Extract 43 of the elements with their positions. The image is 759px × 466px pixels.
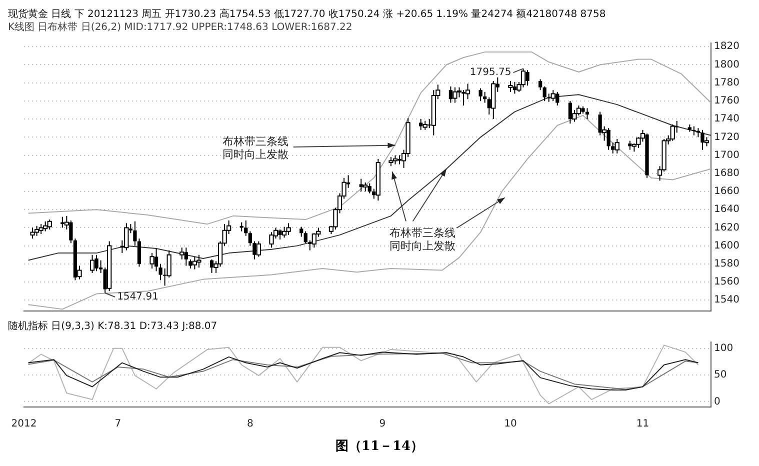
x-tick-label: 11 xyxy=(636,418,650,430)
y-tick-label: 1820 xyxy=(714,41,740,52)
y-tick-label: 1720 xyxy=(714,132,740,143)
candlestick xyxy=(304,230,308,244)
chart-title: 随机指标 日(9,3,3) K:78.31 D:73.43 J:88.07 xyxy=(8,320,218,333)
candlestick xyxy=(692,126,696,136)
y-tick-label: 1640 xyxy=(714,204,740,216)
candlestick xyxy=(542,86,546,102)
candlestick xyxy=(585,108,590,120)
annotation: 1547.91 xyxy=(117,292,158,303)
candlestick xyxy=(248,230,252,246)
annotation: 1795.75 xyxy=(470,67,512,78)
text: 图（11－14） xyxy=(334,438,425,455)
y-tick-label: 1800 xyxy=(714,59,740,70)
y-tick-label: 50 xyxy=(714,370,727,381)
x-tick-label: 9 xyxy=(379,418,386,430)
candlestick xyxy=(244,220,248,236)
x-tick-label: 8 xyxy=(246,418,254,430)
y-tick-label: 1680 xyxy=(714,168,740,179)
candlestick xyxy=(300,226,304,238)
candlestick xyxy=(98,260,103,274)
candlestick xyxy=(478,88,482,102)
y-tick-label: 1620 xyxy=(714,222,740,234)
chart-title: 现货黄金 日线 下 20121123 周五 开1730.23 高1754.53 低1727.70 收1750.24 涨 +20.65 1.19% 量24274 额42180748 8758 xyxy=(8,8,607,21)
y-tick-label: 1780 xyxy=(714,77,740,88)
y-tick-label: 1700 xyxy=(714,150,740,161)
y-tick-label: 1600 xyxy=(714,240,740,252)
y-tick-label: 1760 xyxy=(714,96,740,107)
y-tick-label: 1560 xyxy=(714,276,740,288)
annotation: 布林带三条线同时向上发散 xyxy=(389,226,456,252)
x-tick-label: 2012 xyxy=(11,418,37,430)
y-tick-label: 1660 xyxy=(714,186,740,198)
y-tick-label: 100 xyxy=(714,342,734,354)
x-tick-label: 7 xyxy=(114,418,122,430)
y-tick-label: 0 xyxy=(714,396,720,408)
y-tick-label: 1580 xyxy=(714,258,740,270)
candlestick xyxy=(483,91,487,104)
y-tick-label: 1540 xyxy=(714,294,740,306)
x-tick-label: 10 xyxy=(504,418,517,430)
y-tick-label: 1740 xyxy=(714,114,740,125)
annotation: 布林带三条线同时向上发散 xyxy=(222,135,288,162)
candlestick xyxy=(538,78,542,91)
chart-subtitle: K线图 日布林带 日(26,2) MID:1717.92 UPPER:1748.63 LOWER:1687.22 xyxy=(8,21,354,34)
